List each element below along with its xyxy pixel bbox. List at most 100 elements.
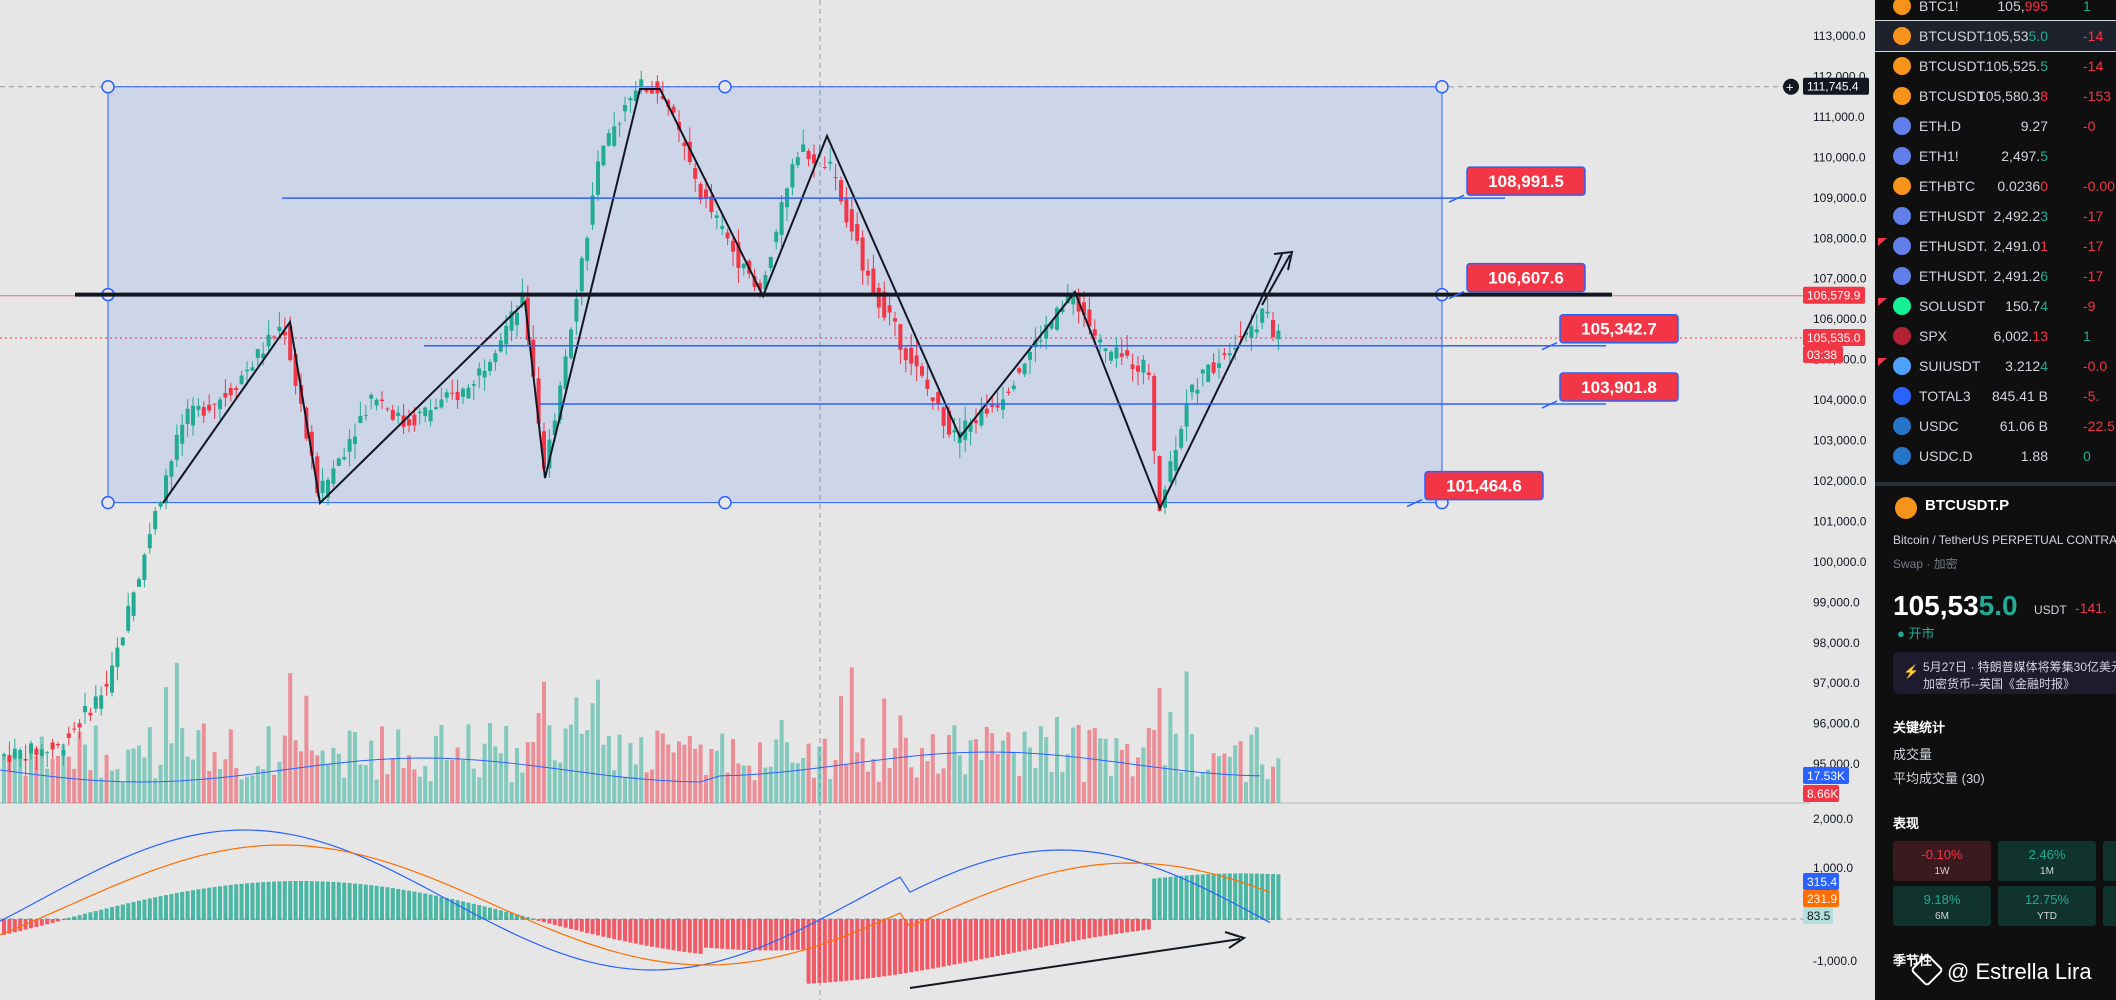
- macd-tag-3-bg[interactable]: [1803, 907, 1833, 924]
- watchlist-row[interactable]: BTC1! 105,995 1: [1875, 0, 2116, 21]
- watchlist-row[interactable]: SPX 6,002.13 1: [1875, 321, 2116, 351]
- performance-cell-partial[interactable]: [2103, 841, 2116, 881]
- candle-body: [212, 403, 217, 405]
- price-label[interactable]: 108,991.5: [1488, 172, 1564, 191]
- price-label[interactable]: 101,464.6: [1446, 477, 1522, 496]
- label-pointer[interactable]: [1541, 400, 1558, 409]
- watchlist-row[interactable]: TOTAL3 845.41 B -5.: [1875, 381, 2116, 411]
- candle-body: [871, 268, 876, 293]
- flag-icon[interactable]: [1878, 298, 1887, 306]
- zigzag-line[interactable]: [162, 88, 1283, 511]
- divergence-line[interactable]: [909, 938, 1241, 989]
- candle-body: [990, 404, 995, 407]
- performance-cell-ytd[interactable]: 12.75% YTD: [1998, 886, 2096, 926]
- price-chart[interactable]: 108,991.5 106,607.6 105,342.7 103,901.8 101,…: [0, 0, 1875, 1000]
- macd-tag-2-bg[interactable]: [1803, 890, 1839, 907]
- performance-cell-1w[interactable]: -0.10% 1W: [1893, 841, 1991, 881]
- candle-body: [347, 439, 352, 452]
- volume-bar: [390, 758, 395, 803]
- price-label-tag[interactable]: [1466, 166, 1586, 196]
- candle-body: [1179, 428, 1184, 448]
- watchlist-row[interactable]: ETHBTC 0.02360 -0.00: [1875, 171, 2116, 201]
- flag-icon[interactable]: [1878, 238, 1887, 246]
- macd-histogram-bar: [504, 911, 509, 920]
- resize-handle[interactable]: [718, 79, 732, 94]
- macd-histogram-bar: [380, 886, 384, 920]
- performance-cell-partial[interactable]: [2103, 886, 2116, 926]
- level-price-tag[interactable]: 106,579.9: [1807, 289, 1861, 303]
- volume-bar: [822, 738, 827, 803]
- detail-symbol[interactable]: BTCUSDT.P: [1925, 497, 2010, 514]
- label-pointer[interactable]: [1448, 194, 1465, 203]
- label-pointer[interactable]: [1541, 342, 1558, 351]
- performance-cell-6m[interactable]: 9.18% 6M: [1893, 886, 1991, 926]
- candle-body: [1173, 450, 1178, 471]
- macd-histogram-bar: [288, 881, 293, 920]
- macd-tag-2[interactable]: 231.9: [1807, 892, 1837, 906]
- trend-arrow-line[interactable]: [1261, 254, 1291, 306]
- candle-body: [714, 215, 719, 218]
- price-label[interactable]: 105,342.7: [1581, 320, 1657, 339]
- watchlist-row[interactable]: BTCUSDT 105,580.38 -153: [1875, 81, 2116, 111]
- detail-price: 105,535.0: [1893, 590, 2018, 621]
- watchlist-row[interactable]: USDC 61.06 B -22.5: [1875, 411, 2116, 441]
- volume-tag-1[interactable]: 17.53K: [1807, 769, 1845, 783]
- volume-bar: [23, 775, 28, 803]
- news-item[interactable]: ⚡ 5月27日 · 特朗普媒体将筹集30亿美元 加密货币--英国《金融时报》: [1893, 652, 2116, 694]
- volume-tag-1-bg[interactable]: [1803, 767, 1849, 784]
- resize-handle[interactable]: [718, 495, 732, 510]
- performance-cell-1m[interactable]: 2.46% 1M: [1998, 841, 2096, 881]
- watchlist-row[interactable]: SUIUSDT 3.2124 -0.0: [1875, 351, 2116, 381]
- watchlist-row[interactable]: USDC.D 1.88 0: [1875, 441, 2116, 471]
- macd-tag-3[interactable]: 83.5: [1807, 909, 1831, 923]
- candle-body: [569, 329, 573, 359]
- watchlist-row[interactable]: BTCUSDT. 105,525.5 -14: [1875, 51, 2116, 81]
- countdown-tag[interactable]: 03:38: [1807, 348, 1837, 362]
- label-pointer[interactable]: [1448, 290, 1465, 300]
- volume-bar: [1168, 712, 1173, 803]
- candle-body: [531, 339, 536, 377]
- price-label-tag[interactable]: [1559, 313, 1679, 344]
- price-label[interactable]: 103,901.8: [1581, 378, 1657, 397]
- resize-handle[interactable]: [1435, 79, 1449, 94]
- macd-tag-1-bg[interactable]: [1803, 873, 1839, 890]
- candle-body: [23, 758, 28, 761]
- watchlist-row[interactable]: BTCUSDT. 105,535.0 -14: [1875, 20, 2116, 52]
- watchlist-row[interactable]: ETHUSDT 2,492.23 -17: [1875, 201, 2116, 231]
- volume-bar: [957, 755, 962, 803]
- watchlist-row[interactable]: ETHUSDT. 2,491.26 -17: [1875, 261, 2116, 291]
- volume-bar: [1190, 734, 1194, 803]
- price-label-tag[interactable]: [1559, 372, 1679, 402]
- watchlist-change: -17: [2083, 268, 2104, 284]
- volume-bar: [693, 748, 698, 803]
- volume-bar: [158, 764, 163, 803]
- watchlist-row[interactable]: ETH1! 2,497.5: [1875, 141, 2116, 171]
- price-label-tag[interactable]: [1424, 470, 1544, 501]
- flag-icon[interactable]: [1878, 358, 1887, 366]
- label-pointer[interactable]: [1406, 498, 1423, 508]
- resize-handle[interactable]: [101, 495, 115, 510]
- volume-ma-line[interactable]: [0, 751, 1261, 783]
- watchlist-row[interactable]: SOLUSDT 150.74 -9: [1875, 291, 2116, 321]
- candle-body: [488, 362, 492, 371]
- signal-line[interactable]: [0, 844, 1271, 966]
- price-label[interactable]: 106,607.6: [1488, 269, 1564, 288]
- last-price-tag[interactable]: 105,535.0: [1807, 331, 1861, 345]
- macd-histogram-bar: [110, 907, 114, 920]
- crosshair-price-tag-bg[interactable]: [1803, 77, 1869, 95]
- crosshair-price-tag[interactable]: 111,745.4: [1807, 80, 1859, 94]
- countdown-tag-bg[interactable]: [1803, 345, 1843, 363]
- volume-tag-2[interactable]: 8.66K: [1807, 787, 1838, 801]
- volume-tag-2-bg[interactable]: [1803, 785, 1839, 802]
- last-price-tag-bg[interactable]: [1803, 328, 1865, 346]
- watchlist-row[interactable]: ETHUSDT. 2,491.01 -17: [1875, 231, 2116, 261]
- macd-line[interactable]: [0, 829, 1271, 971]
- level-price-tag-bg[interactable]: [1803, 286, 1865, 304]
- macd-tag-1[interactable]: 315.4: [1807, 875, 1837, 889]
- resize-handle[interactable]: [101, 79, 115, 94]
- macd-histogram-bar: [142, 899, 147, 920]
- watchlist-row[interactable]: ETH.D 9.27 -0: [1875, 111, 2116, 141]
- macd-histogram-bar: [126, 903, 131, 920]
- chart-area[interactable]: 108,991.5 106,607.6 105,342.7 103,901.8 101,…: [0, 0, 1875, 1000]
- price-label-tag[interactable]: [1466, 262, 1586, 293]
